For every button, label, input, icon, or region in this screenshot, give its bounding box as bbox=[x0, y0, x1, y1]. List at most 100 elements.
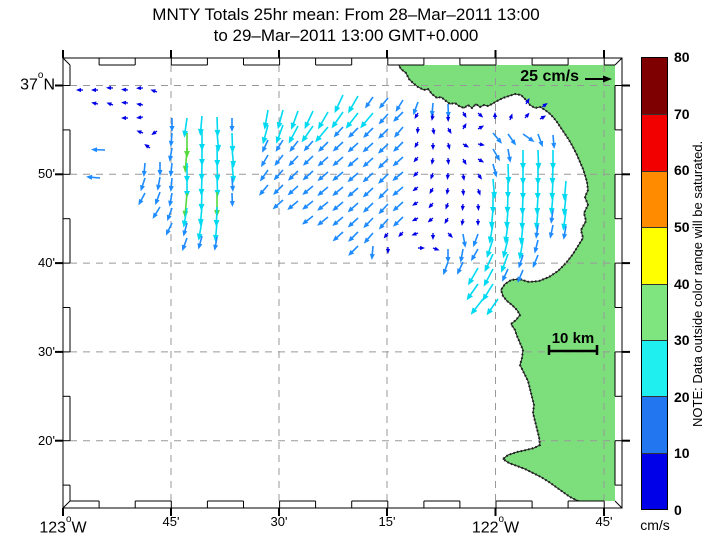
lat-tick-label: 30' bbox=[38, 343, 55, 359]
lon-tick-label: 45' bbox=[162, 514, 180, 529]
current-arrow bbox=[362, 157, 374, 168]
current-arrow bbox=[533, 209, 540, 230]
current-arrow bbox=[86, 174, 101, 180]
current-arrow bbox=[507, 133, 517, 146]
current-arrow bbox=[431, 127, 436, 135]
current-arrow bbox=[157, 162, 163, 176]
current-arrow bbox=[347, 217, 359, 228]
current-arrow bbox=[334, 94, 344, 114]
current-arrow bbox=[461, 188, 466, 196]
lat-tick-label: 37oN bbox=[20, 70, 55, 93]
current-arrow bbox=[331, 111, 344, 129]
current-arrow bbox=[333, 126, 344, 138]
current-arrow bbox=[315, 126, 329, 143]
colorbar-tick-label: 80 bbox=[674, 49, 690, 65]
current-arrow bbox=[548, 224, 554, 239]
current-arrow bbox=[302, 200, 314, 210]
current-arrow bbox=[332, 201, 344, 211]
current-arrow bbox=[136, 115, 144, 120]
current-arrow bbox=[461, 233, 467, 248]
colorbar-note: NOTE: Data outside color range will be s… bbox=[690, 140, 703, 427]
current-arrow bbox=[518, 224, 525, 245]
current-arrow bbox=[492, 112, 498, 119]
current-arrow bbox=[518, 254, 524, 269]
current-arrow bbox=[262, 139, 269, 153]
current-arrow bbox=[91, 101, 99, 106]
current-arrow bbox=[168, 147, 174, 162]
current-arrow bbox=[141, 162, 147, 177]
current-arrow bbox=[486, 238, 494, 259]
current-arrow bbox=[561, 180, 568, 201]
current-arrow bbox=[472, 233, 479, 248]
current-arrow bbox=[302, 185, 314, 195]
current-arrow bbox=[347, 172, 359, 183]
current-arrow bbox=[502, 238, 509, 259]
current-arrow bbox=[289, 140, 299, 153]
current-arrow bbox=[430, 172, 435, 180]
current-arrow bbox=[91, 147, 106, 153]
velocity-scale-arrow-icon bbox=[585, 75, 612, 83]
current-arrow bbox=[508, 113, 513, 121]
colorbar-band bbox=[642, 339, 667, 397]
current-arrow bbox=[444, 217, 449, 225]
current-arrow bbox=[332, 156, 344, 167]
current-arrow bbox=[462, 122, 467, 130]
current-arrow bbox=[446, 157, 451, 165]
colorbar-tick-label: 20 bbox=[674, 388, 690, 405]
current-arrow bbox=[432, 246, 440, 251]
current-arrow bbox=[318, 111, 329, 130]
plot-title-line2: to 29–Mar–2011 13:00 GMT+0.000 bbox=[213, 26, 479, 45]
current-arrow bbox=[477, 112, 484, 118]
current-arrow bbox=[288, 125, 299, 144]
colorbar-band bbox=[642, 58, 667, 115]
current-arrow bbox=[136, 130, 144, 135]
current-arrow bbox=[482, 283, 494, 301]
current-arrow bbox=[182, 117, 189, 138]
current-arrow bbox=[471, 248, 479, 262]
current-arrow bbox=[411, 217, 419, 222]
current-arrow bbox=[230, 147, 237, 168]
current-arrow bbox=[398, 231, 404, 238]
current-arrow bbox=[229, 118, 235, 132]
lon-tick-label: 30' bbox=[270, 514, 288, 529]
colorbar-band bbox=[642, 227, 667, 284]
current-arrow bbox=[181, 207, 188, 228]
current-arrow bbox=[363, 127, 374, 138]
current-arrow bbox=[287, 185, 299, 196]
current-arrow bbox=[276, 109, 284, 130]
current-arrow bbox=[418, 245, 425, 251]
current-arrow bbox=[428, 202, 434, 209]
colorbar-band bbox=[642, 396, 667, 453]
current-arrow bbox=[301, 215, 314, 225]
current-arrow bbox=[347, 142, 359, 153]
current-arrow bbox=[348, 127, 359, 138]
lat-tick-label: 20' bbox=[38, 432, 55, 448]
lon-tick-label: 123oW bbox=[39, 513, 87, 537]
current-arrow bbox=[362, 202, 374, 213]
current-arrow bbox=[537, 133, 544, 148]
distance-scale-label: 10 km bbox=[551, 330, 595, 347]
current-arrow bbox=[393, 141, 404, 152]
current-arrow bbox=[261, 154, 269, 168]
current-arrow bbox=[457, 261, 464, 275]
current-arrow bbox=[91, 87, 98, 93]
current-arrow bbox=[539, 115, 547, 120]
current-arrow bbox=[230, 162, 237, 183]
current-arrow bbox=[477, 158, 485, 163]
current-arrow bbox=[229, 192, 235, 207]
current-arrow bbox=[197, 205, 204, 226]
current-arrow bbox=[347, 187, 359, 198]
current-arrow bbox=[287, 170, 299, 181]
colorbar-tick-label: 70 bbox=[674, 105, 690, 122]
distance-scale-bar bbox=[547, 345, 599, 355]
current-arrow bbox=[168, 162, 174, 177]
coastline bbox=[397, 65, 590, 501]
colorbar-tick-label: 50 bbox=[674, 218, 690, 235]
current-arrow bbox=[394, 126, 404, 138]
current-arrow bbox=[445, 202, 450, 210]
current-arrow bbox=[413, 171, 419, 177]
current-arrow bbox=[364, 96, 374, 109]
current-arrow bbox=[317, 186, 329, 196]
colorbar-tick-label: 0 bbox=[674, 502, 682, 518]
current-arrow bbox=[534, 224, 540, 239]
